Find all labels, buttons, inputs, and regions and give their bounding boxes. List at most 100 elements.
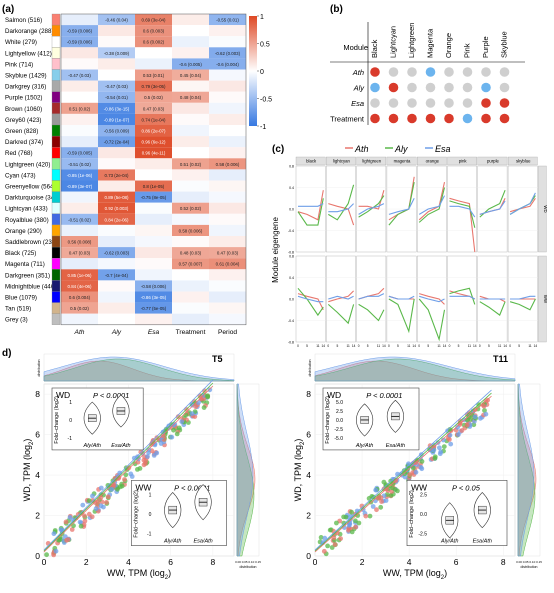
heatmap-cell bbox=[135, 25, 172, 37]
table-dot bbox=[444, 82, 454, 93]
scatter-point bbox=[481, 403, 487, 409]
inset-ylabel: Fold−change (log2) bbox=[133, 490, 139, 538]
heatmap-row-label: Darkturquoise (341) bbox=[5, 195, 60, 202]
heatmap-cell-label: 0.47 (0.03) bbox=[69, 251, 91, 256]
heatmap-cell bbox=[172, 269, 209, 281]
heatmap-cell bbox=[172, 291, 209, 303]
table-dot bbox=[481, 82, 491, 93]
heatmap-cell-label: -0.56 (0.009) bbox=[104, 129, 130, 134]
eigengene-line-aly bbox=[297, 287, 324, 317]
scatter-point bbox=[135, 467, 140, 472]
heatmap-cell-label: 0.57 (0.007) bbox=[179, 262, 203, 267]
heatmap-cell bbox=[172, 236, 209, 248]
panel-label-d: d) bbox=[2, 348, 11, 359]
heatmap-cell-label: 0.6 (0.004) bbox=[69, 295, 91, 300]
heatmap-cell bbox=[209, 136, 246, 148]
heatmap-cell bbox=[135, 169, 172, 181]
facet-row-strip bbox=[538, 165, 547, 253]
heatmap-cell bbox=[135, 14, 172, 26]
heatmap-cell bbox=[209, 236, 246, 248]
table-dot bbox=[407, 98, 417, 108]
heatmap-cell bbox=[98, 202, 135, 214]
heatmap-cell-label: 0.48 (0.03) bbox=[180, 251, 202, 256]
heatmap-cell bbox=[172, 258, 209, 270]
facet-x-tick: 14 bbox=[322, 344, 326, 348]
heatmap-cell-label: 0.85 (1e-06) bbox=[68, 273, 92, 278]
table-dot bbox=[370, 67, 380, 77]
heatmap-cell-label: -0.89 (3e-07) bbox=[67, 184, 93, 189]
facet-x-tick: 11 bbox=[437, 344, 441, 348]
scatter-point bbox=[82, 518, 88, 524]
heatmap-row-label: Magenta (711) bbox=[5, 261, 45, 268]
heatmap-cell bbox=[61, 80, 98, 92]
heatmap-cell bbox=[135, 180, 172, 192]
heatmap-cell bbox=[209, 14, 246, 26]
scatter-point bbox=[441, 444, 447, 449]
heatmap-row-label: Saddlebrown (239) bbox=[5, 239, 57, 246]
scatter-y-tick: 4 bbox=[306, 470, 311, 480]
module-color-swatch bbox=[51, 258, 61, 270]
heatmap-cell bbox=[209, 224, 246, 236]
fit-line bbox=[314, 389, 492, 551]
facet-strip-label: black bbox=[306, 159, 317, 164]
table-dot bbox=[499, 67, 510, 77]
heatmap-cell bbox=[172, 313, 209, 325]
heatmap-cell bbox=[172, 191, 209, 203]
heatmap-cell bbox=[61, 14, 98, 26]
heatmap-cell-label: -0.51 (0.02) bbox=[68, 162, 91, 167]
top-density-curve bbox=[314, 356, 516, 382]
top-density-label: distribution bbox=[308, 359, 312, 376]
table-dot bbox=[407, 113, 417, 124]
scatter-point bbox=[334, 520, 339, 526]
side-density-label: distribution bbox=[240, 565, 257, 569]
heatmap-cell bbox=[135, 147, 172, 159]
facet-x-tick: 0 bbox=[388, 344, 390, 348]
module-color-swatch bbox=[51, 191, 61, 203]
facet-x-tick: 11 bbox=[316, 344, 320, 348]
facet-x-tick: 14 bbox=[473, 344, 477, 348]
scatter-point bbox=[431, 447, 437, 453]
scatter-point bbox=[44, 552, 49, 558]
module-color-swatch bbox=[51, 158, 61, 170]
heatmap-cell bbox=[61, 191, 98, 203]
inset-ylabel: Fold−change (log2) bbox=[54, 396, 60, 444]
scatter-point bbox=[196, 400, 201, 405]
heatmap-column-label: Aly bbox=[111, 329, 122, 336]
heatmap-cell-label: 0.52 (0.02) bbox=[180, 206, 202, 211]
heatmap-cell bbox=[209, 191, 246, 203]
heatmap-cell bbox=[135, 202, 172, 214]
scatter-point bbox=[71, 523, 76, 529]
scatter-point bbox=[406, 461, 411, 467]
eigengene-line-esa bbox=[298, 203, 324, 207]
inset-y-tick: 1 bbox=[69, 400, 72, 406]
eigengene-line-esa bbox=[297, 295, 324, 303]
scatter-point bbox=[51, 531, 57, 537]
panel-label-b: (b) bbox=[330, 4, 343, 15]
scatter-ylabel: WD, TPM (log2) bbox=[293, 439, 306, 502]
heatmap-cell bbox=[172, 202, 209, 214]
heatmap-row-label: Grey60 (423) bbox=[5, 117, 41, 124]
facet-strip-label: lightgreen bbox=[362, 159, 381, 164]
heatmap-cell bbox=[172, 14, 209, 26]
scatter-point bbox=[367, 513, 373, 519]
facet-strip-label: magenta bbox=[394, 159, 411, 164]
scatter-point bbox=[179, 419, 185, 425]
scatter-point bbox=[111, 482, 117, 488]
legend-label: Aly bbox=[394, 144, 408, 154]
heatmap-row-label: Greenyellow (564) bbox=[5, 184, 56, 191]
heatmap-cell-label: 0.5 (0.02) bbox=[144, 95, 163, 100]
module-color-swatch bbox=[51, 235, 61, 248]
eigengene-line-esa bbox=[449, 205, 476, 218]
table-row-label: Treatment bbox=[330, 115, 365, 124]
eigengene-line-esa bbox=[510, 295, 536, 300]
heatmap-cell bbox=[98, 147, 135, 159]
table-dot bbox=[425, 113, 436, 124]
heatmap-cell bbox=[135, 269, 172, 281]
scatter-point bbox=[349, 529, 355, 535]
inset-y-tick: 5.0 bbox=[336, 400, 343, 406]
heatmap-cell bbox=[61, 69, 98, 81]
scatter-point bbox=[201, 405, 207, 410]
heatmap-cell bbox=[209, 58, 246, 70]
side-density-curve bbox=[236, 383, 255, 557]
eigengene-line-esa bbox=[388, 198, 415, 215]
